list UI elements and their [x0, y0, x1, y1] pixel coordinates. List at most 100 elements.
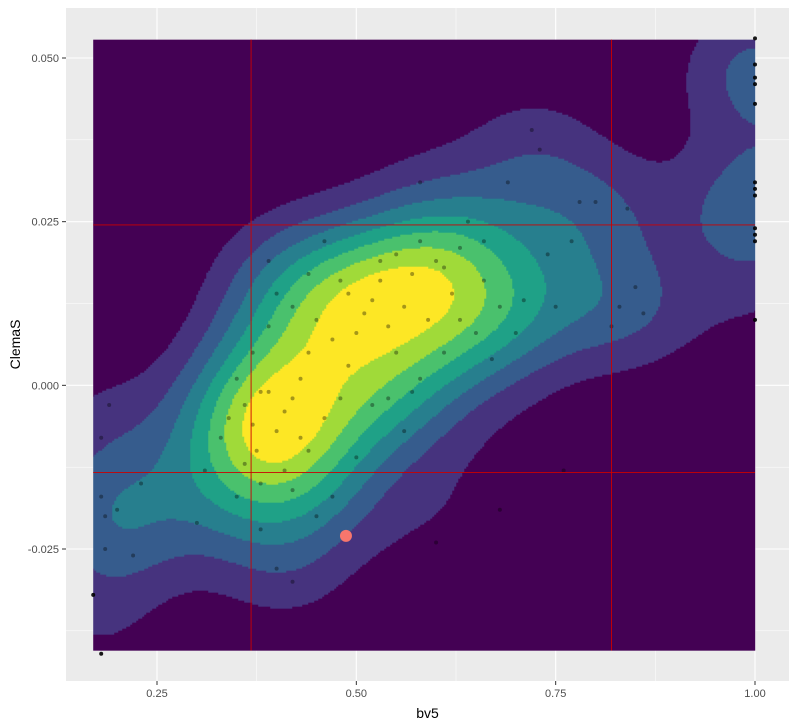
data-point	[617, 304, 622, 309]
data-point	[753, 36, 757, 41]
data-point	[306, 272, 311, 277]
data-point	[545, 252, 550, 257]
data-point	[234, 376, 239, 381]
data-point	[410, 389, 415, 394]
data-point	[91, 592, 96, 597]
x-axis-title: bv5	[416, 705, 439, 721]
data-point	[537, 147, 542, 152]
x-tick-label: 1.00	[744, 688, 765, 700]
data-point	[450, 291, 455, 296]
data-point	[442, 265, 447, 270]
data-point	[753, 75, 757, 80]
data-point	[402, 304, 407, 309]
highlight-layer	[339, 529, 352, 542]
data-point	[633, 285, 638, 290]
data-point	[266, 324, 271, 329]
x-tick-label: 0.25	[146, 688, 167, 700]
data-point	[99, 651, 104, 656]
data-point	[314, 317, 319, 322]
data-point	[218, 435, 223, 440]
data-point	[426, 317, 431, 322]
data-point	[402, 429, 407, 434]
data-point	[569, 239, 574, 244]
data-point	[306, 448, 311, 453]
data-point	[290, 579, 295, 584]
data-point	[418, 239, 423, 244]
data-point	[753, 232, 757, 237]
y-tick-label: 0.000	[31, 380, 59, 392]
data-point	[298, 376, 303, 381]
data-point	[753, 62, 757, 67]
data-point	[258, 389, 263, 394]
data-point	[481, 278, 486, 283]
data-point	[753, 101, 757, 106]
data-point	[322, 416, 327, 421]
data-point	[266, 389, 271, 394]
data-point	[625, 206, 630, 211]
data-point	[234, 494, 239, 499]
x-tick-label: 0.50	[346, 688, 367, 700]
data-point	[473, 330, 478, 335]
data-point	[370, 298, 375, 303]
data-point	[370, 402, 375, 407]
data-point	[282, 468, 287, 473]
data-point	[418, 376, 423, 381]
data-point	[250, 422, 255, 427]
data-point	[753, 180, 757, 185]
data-point	[226, 416, 231, 421]
data-points	[91, 36, 757, 656]
data-point	[115, 507, 120, 512]
data-point	[306, 350, 311, 355]
data-point	[103, 514, 108, 519]
data-point	[394, 350, 399, 355]
data-point	[131, 553, 136, 558]
y-axis: -0.025 0.000 0.025 0.050	[28, 53, 66, 556]
data-point	[330, 337, 335, 342]
data-point	[258, 481, 263, 486]
data-point	[242, 402, 247, 407]
data-point	[457, 317, 462, 322]
data-point	[274, 429, 279, 434]
data-point	[521, 298, 526, 303]
data-point	[753, 193, 757, 198]
data-point	[338, 278, 343, 283]
data-point	[254, 448, 259, 453]
data-point	[242, 461, 247, 466]
reference-lines	[93, 39, 755, 651]
data-point	[378, 278, 383, 283]
data-point	[753, 82, 757, 87]
data-point	[290, 304, 295, 309]
data-point	[202, 468, 207, 473]
x-tick-label: 0.75	[545, 688, 566, 700]
data-point	[457, 245, 462, 250]
data-point	[282, 409, 287, 414]
y-tick-label: -0.025	[28, 544, 59, 556]
data-point	[497, 304, 502, 309]
data-point	[442, 350, 447, 355]
data-point	[753, 317, 757, 322]
data-point	[362, 311, 367, 316]
data-point	[753, 239, 757, 244]
highlight-point	[339, 529, 352, 542]
data-point	[434, 540, 439, 545]
density-contours	[93, 39, 756, 651]
data-point	[489, 357, 494, 362]
data-point	[346, 363, 351, 368]
x-axis: 0.25 0.50 0.75 1.00	[146, 681, 766, 700]
density-fill	[93, 39, 756, 651]
data-point	[505, 180, 510, 185]
data-point	[322, 239, 327, 244]
data-point	[410, 272, 415, 277]
data-point	[346, 291, 351, 296]
data-point	[753, 186, 757, 191]
data-point	[481, 239, 486, 244]
y-axis-title: ClemaS	[7, 320, 23, 370]
data-point	[465, 219, 470, 224]
data-point	[330, 494, 335, 499]
data-point	[753, 226, 757, 231]
data-point	[274, 291, 279, 296]
data-point	[378, 258, 383, 263]
data-point	[290, 396, 295, 401]
data-point	[593, 200, 598, 205]
